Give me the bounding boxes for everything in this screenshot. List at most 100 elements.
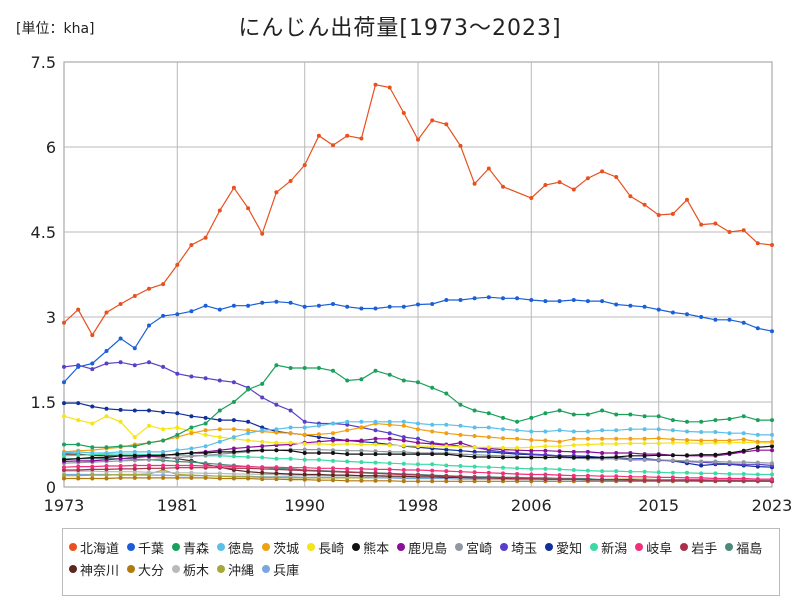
data-point	[600, 441, 605, 446]
data-point	[713, 476, 718, 481]
data-point	[217, 439, 222, 444]
data-point	[316, 447, 321, 452]
data-point	[585, 468, 590, 473]
legend-label: 神奈川	[80, 563, 120, 579]
data-point	[161, 282, 166, 287]
data-point	[430, 473, 435, 478]
data-point	[600, 477, 605, 482]
data-point	[557, 467, 562, 472]
data-point	[359, 136, 364, 141]
legend-marker-icon	[590, 543, 599, 551]
data-point	[770, 243, 774, 247]
data-point	[175, 425, 180, 430]
data-point	[62, 414, 66, 419]
data-point	[104, 445, 109, 450]
data-point	[529, 438, 534, 442]
data-point	[76, 418, 81, 423]
data-point	[373, 452, 378, 457]
data-point	[501, 475, 505, 480]
data-point	[501, 465, 505, 470]
data-point	[543, 411, 548, 416]
legend-marker-icon	[725, 543, 734, 551]
data-point	[147, 408, 151, 413]
data-point	[260, 428, 265, 433]
data-point	[302, 447, 307, 452]
data-point	[260, 439, 265, 444]
data-point	[387, 461, 392, 466]
legend-label: 宮崎	[466, 541, 493, 557]
data-point	[345, 478, 350, 483]
data-point	[628, 451, 633, 455]
data-point	[161, 463, 166, 468]
legend-item: 熊本	[352, 539, 389, 557]
data-point	[699, 463, 704, 468]
data-point	[416, 473, 420, 478]
data-point	[203, 451, 208, 455]
data-point	[246, 438, 251, 443]
data-point	[571, 473, 576, 478]
data-point	[571, 187, 576, 192]
series-北海道	[62, 82, 774, 338]
data-point	[203, 475, 208, 480]
legend-item: 福島	[725, 539, 762, 557]
data-point	[401, 468, 406, 472]
data-point	[600, 408, 605, 413]
data-point	[416, 444, 420, 449]
data-point	[316, 441, 321, 446]
data-point	[529, 445, 534, 450]
data-point	[727, 451, 732, 455]
data-point	[288, 431, 293, 436]
y-tick-label: 4.5	[31, 223, 56, 242]
data-point	[628, 194, 633, 199]
data-point	[316, 472, 321, 477]
legend-marker-icon	[397, 543, 406, 551]
data-point	[231, 185, 236, 190]
data-point	[62, 453, 66, 458]
data-point	[614, 441, 619, 446]
data-point	[770, 448, 774, 453]
data-point	[557, 180, 562, 185]
data-point	[345, 133, 350, 138]
data-point	[175, 448, 180, 453]
data-point	[231, 400, 236, 404]
data-point	[387, 372, 392, 377]
data-point	[458, 448, 463, 453]
data-point	[755, 472, 760, 477]
data-point	[557, 439, 562, 444]
data-point	[430, 468, 435, 473]
data-point	[430, 452, 435, 457]
data-point	[118, 336, 123, 341]
data-point	[288, 472, 293, 476]
legend-label: 岐阜	[646, 541, 673, 557]
data-point	[557, 477, 562, 482]
legend-marker-icon	[127, 565, 136, 573]
data-point	[741, 472, 746, 476]
data-point	[486, 411, 491, 416]
data-point	[614, 474, 619, 479]
data-point	[628, 469, 633, 474]
data-point	[302, 468, 307, 473]
data-point	[699, 419, 704, 424]
data-point	[529, 196, 534, 200]
data-point	[685, 458, 689, 463]
data-point	[571, 429, 576, 434]
data-point	[302, 366, 307, 370]
data-point	[203, 421, 208, 426]
series-千葉	[62, 295, 774, 385]
data-point	[274, 465, 279, 470]
data-point	[486, 425, 491, 430]
data-point	[486, 470, 491, 475]
legend-label: 千葉	[138, 541, 165, 557]
data-point	[189, 454, 194, 459]
data-point	[373, 436, 378, 441]
data-point	[755, 448, 760, 453]
data-point	[515, 436, 520, 441]
data-point	[501, 427, 505, 432]
y-tick-label: 0	[46, 478, 56, 497]
data-point	[246, 469, 251, 474]
data-point	[203, 432, 208, 437]
data-point	[755, 326, 760, 331]
legend-item: 兵庫	[262, 561, 299, 579]
data-point	[515, 472, 520, 476]
data-point	[614, 469, 619, 474]
